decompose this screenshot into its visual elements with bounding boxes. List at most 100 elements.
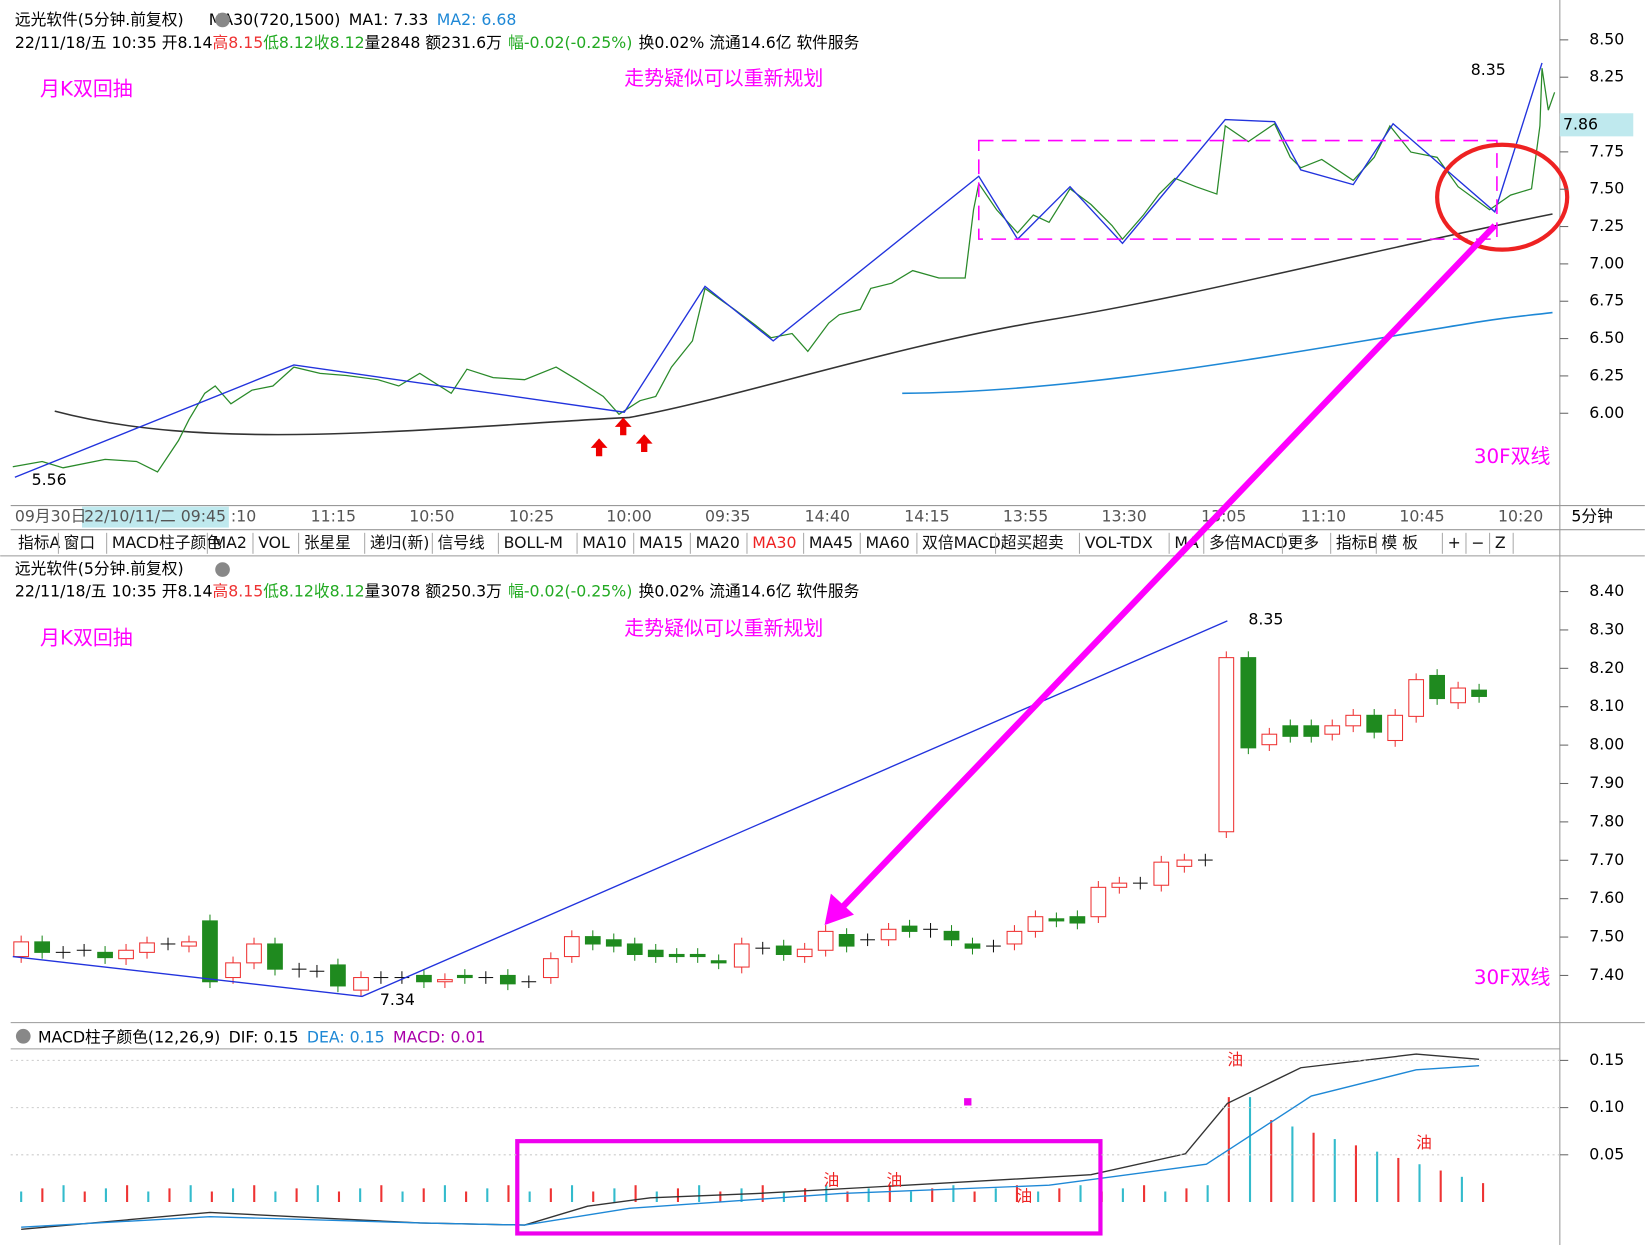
candle-body bbox=[647, 949, 664, 958]
toolbar-button[interactable]: 指标A bbox=[18, 533, 60, 552]
candle-body bbox=[1218, 657, 1235, 833]
candle-body bbox=[1429, 674, 1445, 700]
toolbar-button[interactable]: 模 板 bbox=[1382, 533, 1419, 552]
toolbar-button[interactable]: MA2 bbox=[213, 533, 247, 552]
candle-body bbox=[542, 958, 559, 979]
candle-body bbox=[584, 936, 601, 945]
candle-body bbox=[1176, 859, 1193, 867]
y-tick-label: 7.80 bbox=[1589, 811, 1624, 830]
macd-mark: 油 bbox=[1227, 1050, 1243, 1069]
toolbar-button[interactable]: + bbox=[1448, 533, 1461, 552]
candle-body bbox=[225, 962, 241, 979]
toolbar-button[interactable]: MACD柱子颜色 bbox=[112, 533, 222, 552]
toolbar-button[interactable]: VOL bbox=[258, 533, 290, 552]
candle-body bbox=[563, 936, 580, 958]
toolbar-button[interactable]: MA10 bbox=[582, 533, 626, 552]
time-label: 10:20 bbox=[1498, 507, 1543, 526]
high-label: 8.35 bbox=[1471, 60, 1506, 79]
candles bbox=[13, 651, 1487, 997]
candle-body bbox=[1345, 714, 1362, 727]
time-label: 22/10/11/二 09:45 bbox=[84, 507, 226, 526]
toolbar-button[interactable]: 指标B bbox=[1336, 533, 1378, 552]
y-tick-label: 0.10 bbox=[1589, 1097, 1624, 1116]
y-axes: 8.50 8.25 7.75 7.50 7.25 7.00 6.75 6.50 6.25 6.00… bbox=[10, 29, 1624, 1163]
cursor-time bbox=[82, 506, 229, 528]
note: 走势疑似可以重新规划 bbox=[624, 617, 823, 640]
macd-header: MACD柱子颜色(12,26,9) DIF: 0.15 DEA: 0.15 MACD:… bbox=[38, 1027, 486, 1046]
candle-body bbox=[1303, 725, 1320, 737]
candle-body bbox=[202, 920, 218, 983]
toolbar-button[interactable]: VOL-TDX bbox=[1085, 533, 1153, 552]
macd-mark: 油 bbox=[1416, 1133, 1432, 1152]
toolbar-button[interactable]: MA15 bbox=[639, 533, 683, 552]
toolbar-button[interactable]: 双倍MACD bbox=[922, 533, 1001, 552]
quote: 22/11/18/五 10:35 开8.14高8.15低8.12收8.12量28… bbox=[15, 33, 860, 52]
candle-body bbox=[353, 977, 369, 991]
low-label: 7.34 bbox=[380, 990, 415, 1009]
y-tick-label: 8.10 bbox=[1589, 696, 1624, 715]
candle-body bbox=[1408, 679, 1425, 717]
toolbar-button[interactable]: Z bbox=[1495, 533, 1506, 552]
toolbar-button[interactable]: 更多 bbox=[1288, 533, 1319, 552]
macd-mark: 油 bbox=[1017, 1186, 1033, 1205]
toolbar-button[interactable]: 递归(新) bbox=[370, 533, 429, 552]
toolbar-button[interactable]: MA20 bbox=[696, 533, 740, 552]
circle bbox=[1435, 142, 1570, 252]
candle-body bbox=[1261, 733, 1278, 746]
candle-body bbox=[838, 934, 855, 947]
candle-body bbox=[605, 939, 622, 947]
candle-body bbox=[139, 942, 155, 953]
time-label: 14:15 bbox=[904, 507, 949, 526]
note: 30F双线 bbox=[1474, 966, 1551, 989]
candle-body bbox=[246, 943, 262, 964]
macd-mark: 油 bbox=[886, 1171, 902, 1190]
candle-body bbox=[437, 979, 453, 983]
time-label: 10:50 bbox=[409, 507, 454, 526]
toolbar-button[interactable]: MA60 bbox=[866, 533, 910, 552]
y-tick-label: 6.50 bbox=[1589, 328, 1624, 347]
candle-body bbox=[1282, 725, 1299, 737]
toolbar-button[interactable]: 信号线 bbox=[438, 533, 485, 552]
y-tick-label: 8.20 bbox=[1589, 658, 1624, 677]
note: 30F双线 bbox=[1474, 445, 1551, 468]
y-tick-label: 7.00 bbox=[1589, 253, 1624, 272]
toolbar-button[interactable]: 张星星 bbox=[304, 533, 351, 552]
time-label: 14:40 bbox=[805, 507, 850, 526]
time-label: 13:30 bbox=[1101, 507, 1146, 526]
toolbar-button[interactable]: − bbox=[1471, 533, 1484, 552]
candle-body bbox=[97, 951, 113, 959]
candle-body bbox=[1324, 725, 1341, 735]
toolbar-button[interactable]: 多倍MACD bbox=[1209, 533, 1288, 552]
macd-mark: 油 bbox=[824, 1171, 840, 1190]
quote: 22/11/18/五 10:35 开8.14高8.15低8.12收8.12量30… bbox=[15, 581, 860, 600]
y-tick-label: 7.70 bbox=[1589, 850, 1624, 869]
toolbar-button[interactable]: MA45 bbox=[809, 533, 853, 552]
price-box bbox=[1559, 113, 1634, 137]
toolbar-button[interactable]: 窗口 bbox=[64, 533, 95, 552]
toolbar-button[interactable]: MA30 bbox=[752, 533, 796, 552]
note: 月K双回抽 bbox=[40, 626, 133, 649]
y-tick-label: 7.60 bbox=[1589, 888, 1624, 907]
candle-body bbox=[733, 943, 750, 968]
y-tick-label: 7.90 bbox=[1589, 773, 1624, 792]
y-tick-label: 7.40 bbox=[1589, 965, 1624, 984]
header: 远光软件(5分钟.前复权) bbox=[15, 559, 184, 578]
toolbar-button[interactable]: 超买超卖 bbox=[1001, 533, 1064, 552]
header: 远光软件(5分钟.前复权) MA30(720,1500) MA1: 7.33 MA2:… bbox=[15, 9, 517, 28]
period: 5分钟 bbox=[1571, 507, 1612, 526]
time-label: :10 bbox=[231, 507, 256, 526]
candle-body bbox=[880, 928, 897, 941]
candle-body bbox=[817, 930, 834, 951]
candle-body bbox=[456, 974, 473, 979]
candle-body bbox=[1153, 861, 1170, 886]
candle-body bbox=[1450, 687, 1466, 704]
y-tick-label: 7.50 bbox=[1589, 179, 1624, 198]
toolbar-button[interactable]: BOLL-M bbox=[504, 533, 563, 552]
y-tick-label: 8.00 bbox=[1589, 735, 1624, 754]
y-tick-label: 6.25 bbox=[1589, 365, 1624, 384]
candle-body bbox=[775, 945, 792, 955]
